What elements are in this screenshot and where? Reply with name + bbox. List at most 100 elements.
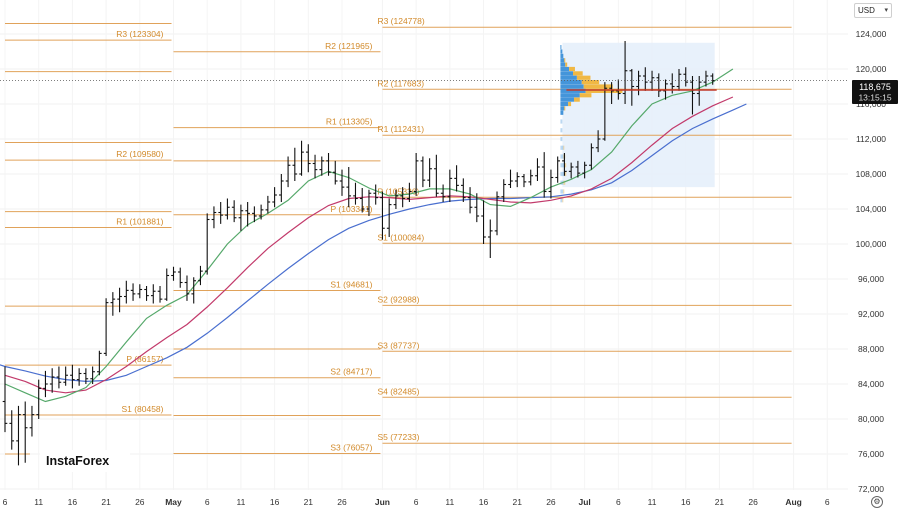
ohlc-bar <box>16 405 21 466</box>
y-tick-label: 80,000 <box>858 414 884 424</box>
x-tick-label: 21 <box>513 497 523 507</box>
volume-bar-buy <box>560 66 570 72</box>
ohlc-bar <box>494 191 500 236</box>
pivot-label: R1 (113305) <box>326 117 373 127</box>
x-axis[interactable]: 6 11 16 21 26 May 6 11 16 21 26 Jun 6 11 16 21 26 Jul 6 11 1… <box>3 497 830 507</box>
pivot-label: R3 (124778) <box>377 16 424 26</box>
ohlc-bar <box>110 292 116 316</box>
ohlc-bar <box>124 280 129 304</box>
ohlc-bar <box>2 366 8 433</box>
pivot-label: S1 (94681) <box>330 280 372 290</box>
pivot-label: S1 (100084) <box>377 232 424 242</box>
ma-fast-line <box>4 68 734 403</box>
x-tick-label: 6 <box>616 497 621 507</box>
ohlc-bar <box>535 158 540 181</box>
volume-bar-buy <box>560 198 563 203</box>
ohlc-bar <box>164 268 170 301</box>
volume-profile <box>560 45 623 203</box>
x-tick-label: 21 <box>304 497 314 507</box>
ohlc-bar <box>339 169 345 196</box>
settings-gear-icon[interactable]: ⚙ <box>871 496 883 508</box>
ohlc-bar <box>22 401 28 463</box>
y-tick-label: 84,000 <box>858 379 884 389</box>
x-tick-label: 26 <box>546 497 556 507</box>
ohlc-bar <box>595 130 601 153</box>
volume-bar-sell <box>576 75 591 80</box>
ohlc-bar <box>306 144 311 173</box>
ohlc-bar <box>312 154 318 179</box>
y-tick-label: 120,000 <box>856 64 887 74</box>
volume-bar-buy <box>560 88 586 93</box>
price-tag-countdown: 13:15:15 <box>858 93 891 103</box>
ohlc-bars <box>2 41 715 466</box>
ohlc-bar <box>454 165 459 192</box>
pivot-label: R2 (121965) <box>325 41 372 51</box>
volume-bar-buy <box>560 106 565 111</box>
ohlc-bar <box>319 156 325 176</box>
ohlc-bar <box>76 368 82 386</box>
currency-select[interactable]: USD ▾ <box>854 3 892 18</box>
volume-bar-sell <box>579 93 592 98</box>
volume-bar-sell <box>564 106 566 111</box>
ohlc-bar <box>252 206 257 223</box>
pivot-label: P (105336) <box>377 186 419 196</box>
volume-bar-buy <box>560 110 564 115</box>
ohlc-bar <box>225 198 230 220</box>
ohlc-bar <box>144 286 149 301</box>
ohlc-bar <box>440 184 446 202</box>
x-tick-label: 6 <box>825 497 830 507</box>
volume-bar-sell <box>563 180 566 185</box>
pivot-label: S2 (92988) <box>377 294 419 304</box>
grid <box>0 0 848 490</box>
ohlc-bar <box>299 140 304 176</box>
y-tick-label: 112,000 <box>856 134 886 144</box>
ohlc-bar <box>56 366 62 389</box>
ohlc-bar <box>703 70 709 87</box>
x-tick-label: 26 <box>337 497 347 507</box>
volume-bar-sell <box>585 88 623 93</box>
price-tag: 118,675 13:15:15 <box>852 80 898 104</box>
ohlc-bar <box>211 206 217 229</box>
volume-bar-buy <box>560 145 564 150</box>
y-tick-label: 88,000 <box>858 344 884 354</box>
volume-bar-sell <box>573 71 583 76</box>
ohlc-bar <box>130 283 136 301</box>
ohlc-bar <box>171 266 176 281</box>
volume-bar-buy <box>560 84 584 89</box>
volume-bar-sell <box>583 84 613 89</box>
volume-bar-buy <box>560 154 564 159</box>
ohlc-bar <box>29 405 35 437</box>
y-tick-label: 100,000 <box>856 239 887 249</box>
brand-logo: InstaForex <box>40 450 130 472</box>
ohlc-bar <box>218 202 223 224</box>
ohlc-bar <box>366 189 372 216</box>
ohlc-bar <box>676 69 682 91</box>
x-tick-label: 11 <box>236 497 245 507</box>
ohlc-bar <box>292 147 298 181</box>
ohlc-bar <box>150 284 156 304</box>
ohlc-bar <box>332 160 338 185</box>
ohlc-bar <box>353 182 358 205</box>
brand-logo-bg <box>40 450 130 472</box>
volume-bar-buy <box>560 53 564 58</box>
ohlc-bar <box>326 153 331 176</box>
ohlc-bar <box>272 187 277 208</box>
ohlc-bar <box>43 370 48 398</box>
volume-bar-buy <box>560 45 562 50</box>
pivot-label: S4 (82485) <box>377 386 419 396</box>
volume-bar-buy <box>560 189 564 194</box>
ohlc-bar <box>191 277 197 304</box>
x-tick-label: 6 <box>3 497 8 507</box>
pivot-label: S1 (80458) <box>121 404 163 414</box>
ohlc-bar <box>461 178 466 202</box>
ohlc-bar <box>359 188 365 213</box>
pivot-label: R1 (112431) <box>377 124 424 134</box>
y-tick-label: 96,000 <box>858 274 884 284</box>
pivot-label: S2 (84717) <box>330 367 372 377</box>
pivot-levels: R3 (123304) R2 (109580) R1 (101881) P (8615… <box>5 16 792 455</box>
x-tick-label: 16 <box>68 497 78 507</box>
ohlc-bar <box>528 169 534 186</box>
pivot-label: R2 (109580) <box>116 149 163 159</box>
x-tick-label: 21 <box>715 497 725 507</box>
